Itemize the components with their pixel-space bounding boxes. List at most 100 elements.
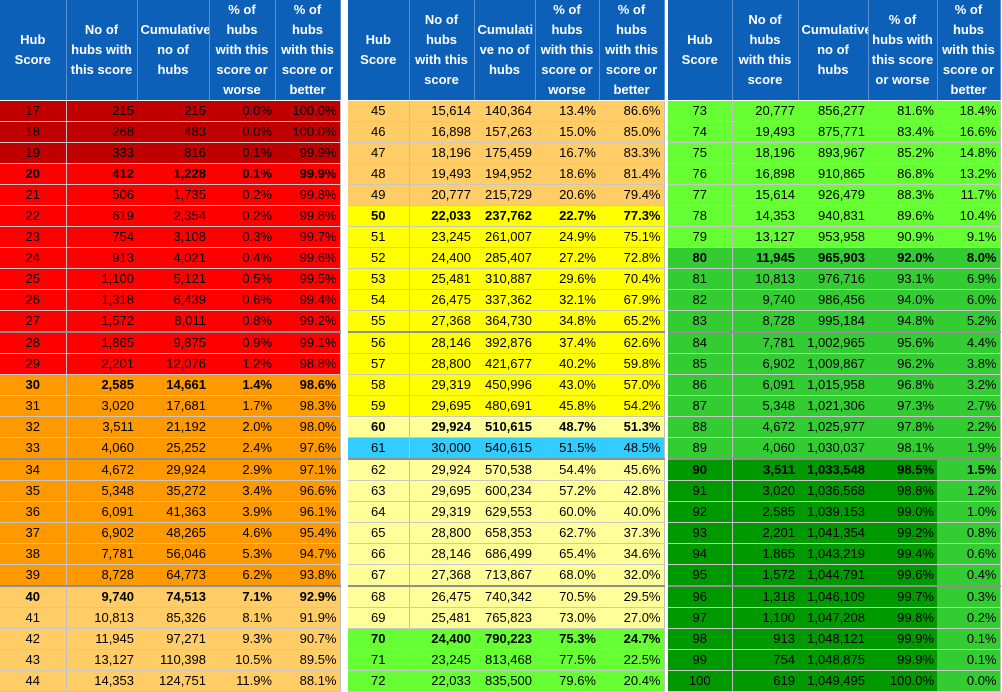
- hub-score-cell[interactable]: 68: [348, 586, 410, 608]
- percent-worse-cell[interactable]: 98.5%: [868, 459, 937, 481]
- percent-worse-cell[interactable]: 3.9%: [209, 501, 275, 523]
- cumulative-cell[interactable]: 1,046,109: [798, 586, 868, 608]
- percent-worse-cell[interactable]: 98.1%: [868, 437, 937, 460]
- hub-score-cell[interactable]: 71: [348, 649, 410, 671]
- percent-better-cell[interactable]: 8.0%: [937, 247, 1001, 269]
- percent-worse-cell[interactable]: 8.1%: [209, 607, 275, 629]
- header-hub-score[interactable]: Hub Score: [668, 0, 733, 101]
- percent-better-cell[interactable]: 75.1%: [599, 226, 665, 248]
- percent-better-cell[interactable]: 34.6%: [599, 543, 665, 565]
- cumulative-cell[interactable]: 110,398: [137, 649, 209, 671]
- percent-worse-cell[interactable]: 0.0%: [209, 121, 275, 143]
- hub-score-cell[interactable]: 25: [0, 268, 67, 290]
- hub-score-cell[interactable]: 20: [0, 163, 67, 185]
- percent-worse-cell[interactable]: 6.2%: [209, 564, 275, 587]
- percent-worse-cell[interactable]: 45.8%: [535, 395, 599, 417]
- header-hubs-count[interactable]: No of hubs with this score: [732, 0, 799, 101]
- percent-worse-cell[interactable]: 70.5%: [535, 586, 599, 608]
- percent-better-cell[interactable]: 0.0%: [937, 670, 1001, 692]
- percent-better-cell[interactable]: 2.2%: [937, 416, 1001, 438]
- percent-better-cell[interactable]: 70.4%: [599, 268, 665, 290]
- percent-worse-cell[interactable]: 1.2%: [209, 353, 275, 375]
- hub-score-cell[interactable]: 24: [0, 247, 67, 269]
- hubs-count-cell[interactable]: 18,196: [732, 142, 798, 164]
- cumulative-cell[interactable]: 765,823: [474, 607, 535, 629]
- hubs-count-cell[interactable]: 10,813: [732, 268, 798, 290]
- header-percent-worse[interactable]: % of hubs with this score or worse: [868, 0, 938, 101]
- cumulative-cell[interactable]: 29,924: [137, 459, 209, 481]
- cumulative-cell[interactable]: 41,363: [137, 501, 209, 523]
- percent-worse-cell[interactable]: 54.4%: [535, 459, 599, 481]
- percent-worse-cell[interactable]: 99.9%: [868, 628, 937, 650]
- percent-better-cell[interactable]: 1.2%: [937, 480, 1001, 502]
- cumulative-cell[interactable]: 285,407: [474, 247, 535, 269]
- hub-score-cell[interactable]: 43: [0, 649, 67, 671]
- percent-better-cell[interactable]: 93.8%: [275, 564, 341, 587]
- hub-score-cell[interactable]: 82: [668, 289, 733, 311]
- hub-score-cell[interactable]: 42: [0, 628, 67, 650]
- hub-score-cell[interactable]: 59: [348, 395, 410, 417]
- hub-score-cell[interactable]: 98: [668, 628, 733, 650]
- hubs-count-cell[interactable]: 19,493: [409, 163, 474, 185]
- percent-better-cell[interactable]: 24.7%: [599, 628, 665, 650]
- cumulative-cell[interactable]: 816: [137, 142, 209, 164]
- hub-score-cell[interactable]: 87: [668, 395, 733, 417]
- percent-better-cell[interactable]: 90.7%: [275, 628, 341, 650]
- hubs-count-cell[interactable]: 29,924: [409, 416, 474, 438]
- hubs-count-cell[interactable]: 1,100: [66, 268, 137, 290]
- hubs-count-cell[interactable]: 26,475: [409, 289, 474, 311]
- hubs-count-cell[interactable]: 30,000: [409, 437, 474, 460]
- cumulative-cell[interactable]: 1,043,219: [798, 543, 868, 565]
- cumulative-cell[interactable]: 790,223: [474, 628, 535, 650]
- percent-better-cell[interactable]: 99.8%: [275, 205, 341, 227]
- cumulative-cell[interactable]: 3,108: [137, 226, 209, 248]
- hub-score-cell[interactable]: 79: [668, 226, 733, 248]
- hub-score-cell[interactable]: 52: [348, 247, 410, 269]
- hubs-count-cell[interactable]: 29,695: [409, 480, 474, 502]
- percent-worse-cell[interactable]: 83.4%: [868, 121, 937, 143]
- hub-score-cell[interactable]: 30: [0, 374, 67, 396]
- cumulative-cell[interactable]: 570,538: [474, 459, 535, 481]
- percent-worse-cell[interactable]: 93.1%: [868, 268, 937, 290]
- header-cumulative[interactable]: Cumulative no of hubs: [137, 0, 210, 101]
- percent-worse-cell[interactable]: 11.9%: [209, 670, 275, 692]
- percent-worse-cell[interactable]: 75.3%: [535, 628, 599, 650]
- hubs-count-cell[interactable]: 2,201: [732, 522, 798, 544]
- percent-better-cell[interactable]: 91.9%: [275, 607, 341, 629]
- hubs-count-cell[interactable]: 28,146: [409, 543, 474, 565]
- percent-better-cell[interactable]: 0.2%: [937, 607, 1001, 629]
- hub-score-cell[interactable]: 54: [348, 289, 410, 311]
- percent-better-cell[interactable]: 77.3%: [599, 205, 665, 227]
- percent-worse-cell[interactable]: 37.4%: [535, 332, 599, 354]
- cumulative-cell[interactable]: 953,958: [798, 226, 868, 248]
- hub-score-cell[interactable]: 70: [348, 628, 410, 650]
- cumulative-cell[interactable]: 8,011: [137, 310, 209, 333]
- hubs-count-cell[interactable]: 1,572: [732, 564, 798, 587]
- percent-worse-cell[interactable]: 94.8%: [868, 310, 937, 333]
- percent-better-cell[interactable]: 59.8%: [599, 353, 665, 375]
- hub-score-cell[interactable]: 19: [0, 142, 67, 164]
- percent-better-cell[interactable]: 99.5%: [275, 268, 341, 290]
- percent-better-cell[interactable]: 100.0%: [275, 100, 341, 122]
- hubs-count-cell[interactable]: 13,127: [732, 226, 798, 248]
- hubs-count-cell[interactable]: 333: [66, 142, 137, 164]
- hub-score-cell[interactable]: 77: [668, 184, 733, 206]
- cumulative-cell[interactable]: 85,326: [137, 607, 209, 629]
- percent-worse-cell[interactable]: 99.7%: [868, 586, 937, 608]
- percent-better-cell[interactable]: 27.0%: [599, 607, 665, 629]
- percent-better-cell[interactable]: 81.4%: [599, 163, 665, 185]
- cumulative-cell[interactable]: 926,479: [798, 184, 868, 206]
- percent-worse-cell[interactable]: 98.8%: [868, 480, 937, 502]
- cumulative-cell[interactable]: 450,996: [474, 374, 535, 396]
- percent-worse-cell[interactable]: 0.6%: [209, 289, 275, 311]
- hubs-count-cell[interactable]: 1,572: [66, 310, 137, 333]
- percent-worse-cell[interactable]: 1.7%: [209, 395, 275, 417]
- percent-worse-cell[interactable]: 89.6%: [868, 205, 937, 227]
- cumulative-cell[interactable]: 600,234: [474, 480, 535, 502]
- hubs-count-cell[interactable]: 754: [732, 649, 798, 671]
- hub-score-cell[interactable]: 100: [668, 670, 733, 692]
- percent-worse-cell[interactable]: 29.6%: [535, 268, 599, 290]
- percent-worse-cell[interactable]: 22.7%: [535, 205, 599, 227]
- hubs-count-cell[interactable]: 11,945: [732, 247, 798, 269]
- percent-worse-cell[interactable]: 13.4%: [535, 100, 599, 122]
